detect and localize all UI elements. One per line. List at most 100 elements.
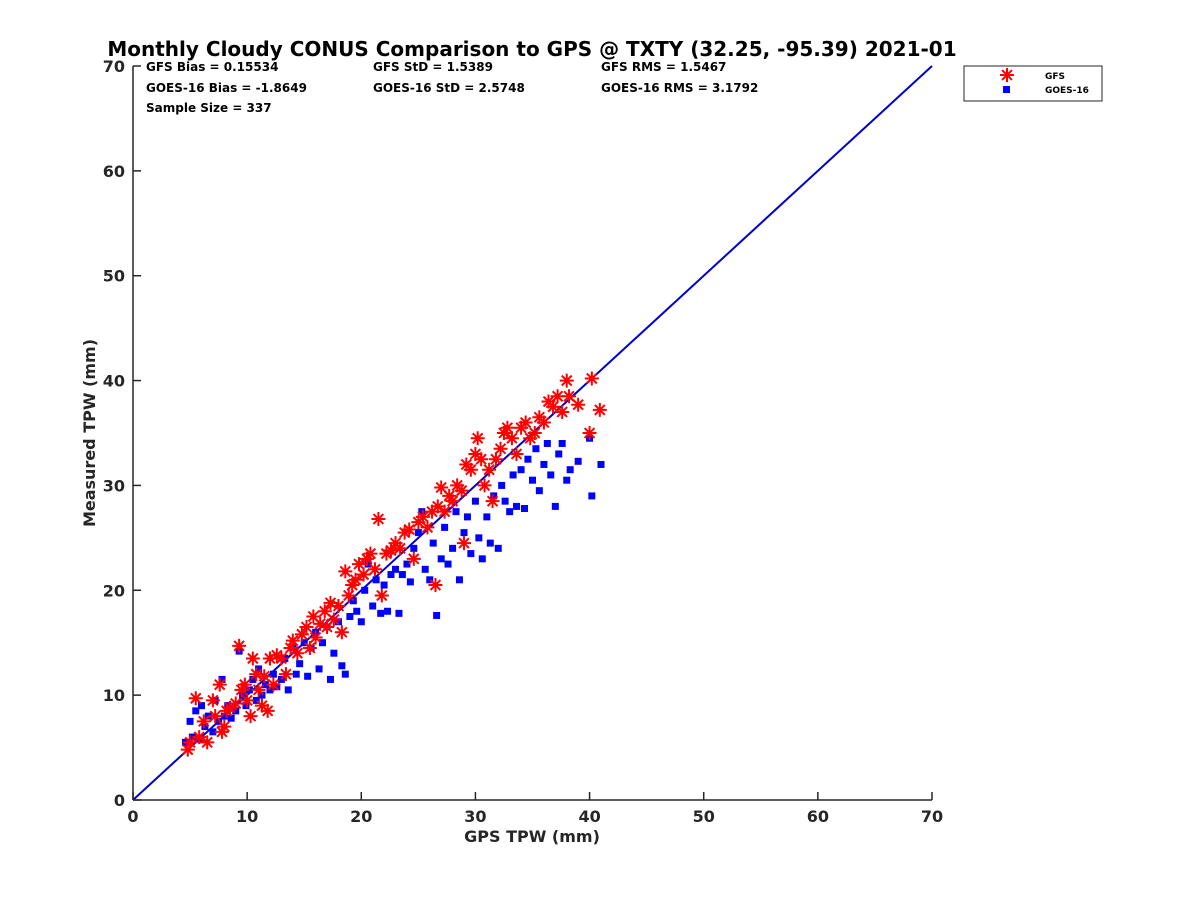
x-tick-label: 30 — [464, 807, 486, 826]
gfs-std-text: GFS StD = 1.5389 — [373, 60, 493, 74]
gfs-point — [260, 703, 275, 718]
gfs-point — [559, 373, 574, 388]
gfs-point — [278, 667, 293, 682]
x-ticks: 0 10 20 30 40 50 60 70 — [127, 792, 943, 826]
gfs-point — [374, 588, 389, 603]
legend-box — [963, 65, 1103, 102]
gfs-point — [323, 595, 338, 610]
gfs-point — [454, 483, 469, 498]
goes16-point — [524, 455, 532, 463]
gfs-point — [254, 698, 269, 713]
legend-goes16-label: GOES-16 — [1045, 86, 1089, 96]
y-tick-label: 30 — [103, 476, 125, 495]
goes16-point — [242, 702, 250, 710]
gfs-point — [331, 599, 346, 614]
goes16-point — [252, 696, 260, 704]
goes-bias-text: GOES-16 Bias = -1.8649 — [146, 81, 307, 95]
gfs-point — [582, 426, 597, 440]
y-tick-label: 70 — [103, 57, 125, 76]
legend-gfs-marker — [1000, 68, 1014, 82]
gfs-bias-text: GFS Bias = 0.15534 — [146, 60, 278, 74]
goes16-point — [364, 560, 372, 568]
goes16-point — [209, 728, 217, 736]
gfs-point — [228, 696, 243, 711]
gfs-point — [341, 588, 356, 603]
gfs-point — [393, 541, 408, 556]
goes16-point — [574, 457, 582, 465]
gfs-point — [425, 504, 440, 519]
goes16-point — [369, 602, 377, 610]
gfs-point — [306, 609, 321, 624]
gfs-point — [437, 504, 452, 519]
gfs-point — [249, 667, 264, 682]
goes16-point — [597, 460, 605, 468]
gfs-point — [397, 525, 412, 540]
goes16-point — [300, 639, 308, 647]
gfs-point — [313, 616, 328, 631]
goes16-point — [463, 513, 471, 521]
goes16-point — [361, 586, 369, 594]
goes16-point — [529, 476, 536, 484]
gfs-point — [496, 426, 511, 440]
y-tick-label: 40 — [103, 372, 125, 391]
x-tick-label: 0 — [127, 807, 138, 826]
goes16-point — [387, 571, 395, 579]
gfs-point — [406, 551, 421, 566]
x-tick-label: 10 — [236, 807, 258, 826]
gfs-point — [240, 693, 255, 708]
gfs-point — [283, 640, 298, 655]
gfs-point — [196, 714, 211, 729]
goes16-point — [414, 529, 422, 537]
goes-std-text: GOES-16 StD = 2.5748 — [373, 81, 525, 95]
gfs-point — [269, 648, 284, 663]
goes16-point — [232, 707, 240, 715]
goes16-point — [429, 539, 437, 547]
y-tick-label: 10 — [103, 686, 125, 705]
goes16-point — [532, 445, 540, 453]
gfs-point — [457, 536, 472, 551]
gfs-point — [359, 551, 374, 566]
goes-rms-text: GOES-16 RMS = 3.1792 — [601, 81, 758, 95]
gfs-point — [262, 651, 277, 666]
gfs-point — [334, 625, 349, 640]
goes16-point — [437, 555, 445, 563]
goes16-point — [215, 717, 223, 725]
chart-title: Monthly Cloudy CONUS Comparison to GPS @… — [107, 37, 956, 61]
goes16-point — [201, 723, 209, 731]
gfs-point — [482, 462, 497, 477]
goes16-point — [513, 502, 521, 510]
gfs-point — [367, 562, 382, 577]
gfs-point — [285, 633, 300, 648]
goes16-point — [398, 571, 406, 579]
gfs-point — [402, 522, 417, 537]
gfs-point — [488, 452, 503, 467]
gfs-point — [257, 669, 272, 684]
goes16-point — [421, 565, 429, 573]
gfs-point — [571, 397, 586, 412]
gfs-rms-text: GFS RMS = 1.5467 — [601, 60, 726, 74]
goes16-point — [478, 555, 486, 563]
goes16-point — [410, 544, 418, 552]
gfs-point — [592, 402, 607, 417]
legend-gfs-asterisk — [1000, 68, 1014, 82]
goes16-point — [535, 487, 543, 495]
gfs-point — [234, 682, 249, 697]
x-axis-label: GPS TPW (mm) — [464, 827, 600, 846]
y-axis-label: Measured TPW (mm) — [80, 339, 99, 527]
gfs-point — [245, 651, 260, 666]
goes16-point — [558, 439, 566, 447]
y-tick-label: 60 — [103, 162, 125, 181]
gfs-point — [290, 646, 305, 661]
goes16-point — [551, 502, 559, 510]
goes16-point — [494, 544, 502, 552]
goes16-point — [433, 611, 441, 619]
goes16-point — [588, 492, 596, 500]
gfs-point — [509, 446, 524, 461]
goes16-point — [455, 576, 463, 584]
gfs-point — [430, 499, 445, 514]
goes16-point — [292, 670, 300, 678]
goes16-point — [467, 550, 475, 558]
goes16-point — [403, 560, 411, 568]
gfs-point — [527, 426, 542, 440]
